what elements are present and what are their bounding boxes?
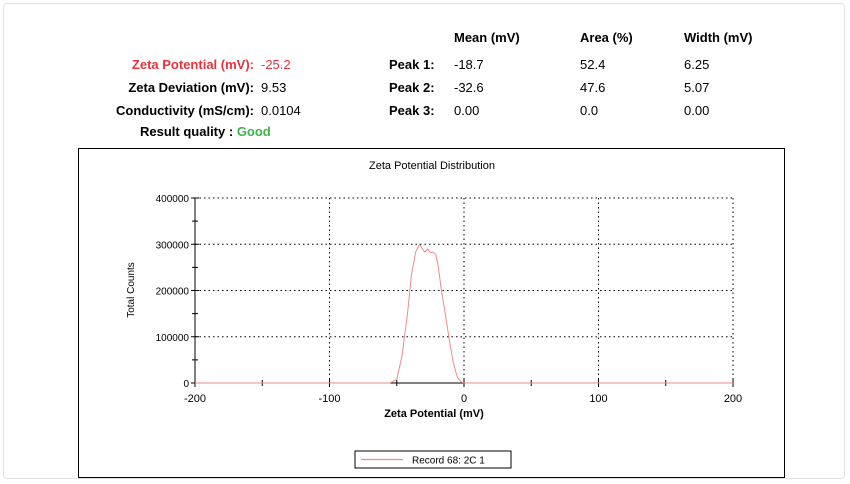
series-line: [195, 243, 733, 384]
chart-panel: Zeta Potential Distribution Zeta Potenti…: [78, 148, 785, 478]
col-header-width: Width (mV): [684, 30, 753, 45]
peak-3-width: 0.00: [684, 103, 710, 118]
zeta-potential-label: Zeta Potential (mV):: [131, 57, 254, 72]
peak-1-label: Peak 1:: [389, 57, 435, 72]
legend-box: [354, 450, 512, 469]
result-quality: Result quality : Good: [140, 124, 271, 139]
y-tick-label: 300000: [156, 240, 190, 251]
grid-layer: [195, 197, 734, 383]
zeta-deviation-value: 9.53: [261, 80, 287, 95]
x-tick-label: 200: [724, 393, 742, 405]
legend: Record 68: 2C 1: [354, 450, 512, 469]
conductivity-value: 0.0104: [261, 103, 301, 118]
y-axis-label: Total Counts: [126, 262, 137, 318]
y-tick-label: 100000: [156, 333, 190, 344]
zeta-distribution-chart: Zeta Potential Distribution Zeta Potenti…: [126, 160, 743, 469]
peak-2-width: 5.07: [684, 80, 710, 95]
y-tick-label: 200000: [156, 287, 190, 298]
peak-1-area: 52.4: [580, 57, 606, 72]
y-tick-label: 0: [183, 379, 189, 390]
peak-3-mean: 0.00: [454, 103, 480, 118]
conductivity-label: Conductivity (mS/cm):: [116, 103, 254, 118]
zeta-deviation-label: Zeta Deviation (mV):: [128, 80, 254, 95]
series-layer: [195, 243, 733, 384]
legend-series-label: Record 68: 2C 1: [412, 456, 485, 467]
peak-1-mean: -18.7: [454, 57, 484, 72]
zeta-potential-value: -25.2: [261, 57, 291, 72]
result-quality-label: Result quality :: [140, 124, 234, 139]
col-header-mean: Mean (mV): [454, 30, 520, 45]
peak-2-mean: -32.6: [454, 80, 484, 95]
peak-3-label: Peak 3:: [389, 103, 435, 118]
panel-frame: [3, 3, 845, 479]
x-axis-label: Zeta Potential (mV): [384, 408, 484, 420]
x-tick-label: -100: [318, 393, 340, 405]
x-tick-label: -200: [184, 393, 206, 405]
peak-2-area: 47.6: [580, 80, 606, 95]
peak-1-width: 6.25: [684, 57, 710, 72]
y-tick-label: 400000: [156, 194, 190, 205]
axis-layer: -200 -100 0 100 200 0 100000 200000 300000 400000: [156, 194, 743, 405]
peak-3-area: 0.0: [580, 103, 599, 118]
x-tick-label: 100: [589, 393, 607, 405]
peak-2-label: Peak 2:: [389, 80, 435, 95]
x-tick-label: 0: [461, 393, 467, 405]
col-header-area: Area (%): [580, 30, 633, 45]
result-quality-value: Good: [236, 124, 271, 139]
chart-title: Zeta Potential Distribution: [369, 160, 495, 172]
